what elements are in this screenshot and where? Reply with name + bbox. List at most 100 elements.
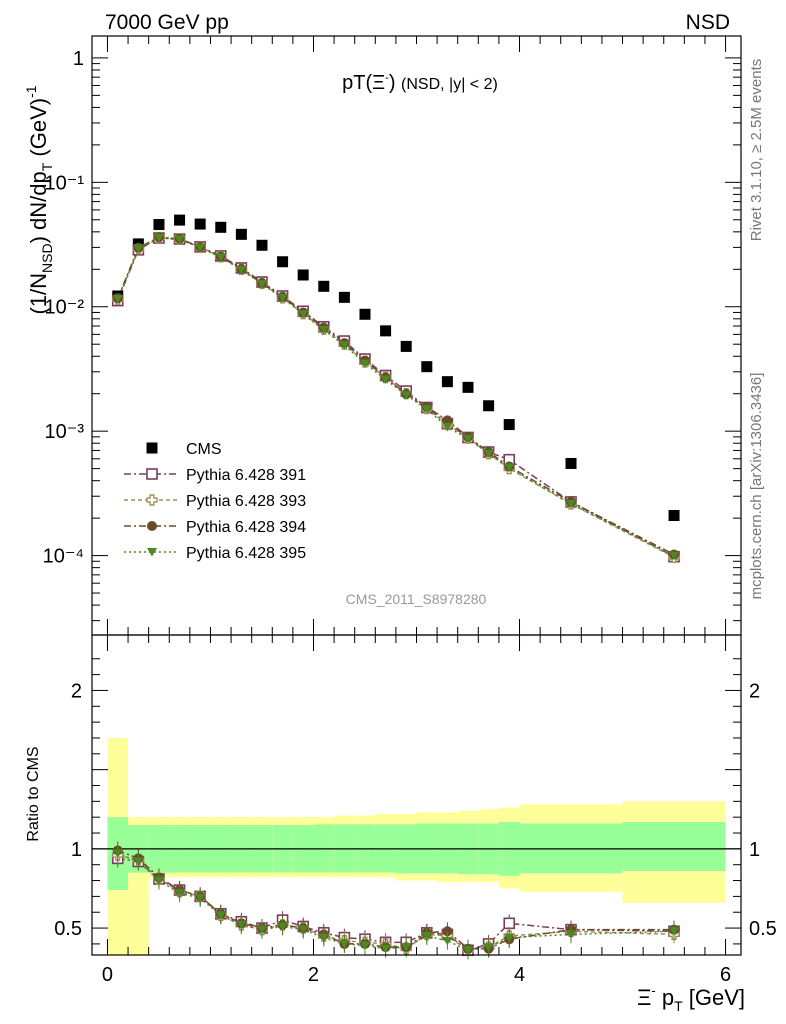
- header-right: NSD: [686, 11, 730, 34]
- data-point: [215, 911, 226, 920]
- data-point: [215, 221, 227, 233]
- analysis-watermark: CMS_2011_S8978280: [346, 591, 487, 607]
- data-point: [277, 293, 288, 303]
- svg-text:Ξ- pT [GeV]: Ξ- pT [GeV]: [637, 983, 745, 1014]
- data-point: [133, 857, 144, 867]
- legend-label: Pythia 6.428 395: [186, 545, 306, 562]
- data-point: [338, 291, 350, 303]
- legend-marker: [146, 494, 158, 506]
- data-point: [400, 340, 412, 352]
- data-point: [483, 943, 494, 952]
- data-point: [297, 269, 309, 281]
- data-point: [668, 509, 680, 521]
- data-point: [236, 920, 247, 930]
- data-point: [503, 917, 516, 930]
- legend-label: CMS: [186, 441, 222, 458]
- data-point: [504, 933, 515, 943]
- y-tick-label-right: 1: [749, 839, 760, 861]
- data-point: [153, 219, 165, 231]
- data-point: [441, 376, 453, 388]
- series-3: [112, 232, 680, 560]
- main-ylabel: (1/NNSD) dN/dpT (GeV)-1: [23, 85, 55, 314]
- y-tick-label: 10⁻¹: [45, 172, 85, 194]
- data-point: [463, 946, 474, 955]
- data-point: [566, 499, 577, 509]
- x-tick-label: 6: [720, 964, 731, 986]
- series-4: [112, 233, 680, 561]
- mcplots-reference-label: mcplots.cern.ch [arXiv:1306.3436]: [748, 373, 765, 600]
- data-point: [483, 449, 494, 459]
- svg-text:(1/NNSD) dN/dpT (GeV)-1: (1/NNSD) dN/dpT (GeV)-1: [23, 85, 55, 314]
- data-point: [669, 927, 680, 936]
- data-point: [463, 434, 474, 444]
- data-point: [236, 265, 247, 275]
- series-2: [112, 231, 680, 563]
- legend: CMS Pythia 6.428 391 Pythia 6.428 393 Pythi…: [124, 441, 306, 562]
- data-point: [565, 457, 577, 469]
- data-point: [195, 893, 206, 903]
- data-point: [421, 405, 432, 414]
- data-point: [359, 941, 370, 950]
- data-point: [504, 463, 515, 473]
- legend-marker: [146, 468, 158, 480]
- ratio-panel: 0.5 0.5 1 1 2 2 0 2 4 6: [54, 634, 777, 986]
- data-point: [401, 943, 412, 952]
- x-tick-label: 4: [514, 964, 525, 986]
- x-axis-label: Ξ- pT [GeV]: [637, 983, 745, 1014]
- y-tick-label-right: 2: [749, 680, 760, 702]
- legend-marker: [147, 521, 157, 531]
- y-tick-label: 2: [71, 680, 82, 702]
- data-point: [442, 423, 453, 432]
- legend-marker: [147, 548, 157, 557]
- data-point: [421, 361, 433, 373]
- rivet-version-label: Rivet 3.1.10, ≥ 2.5M events: [748, 59, 765, 242]
- ratio-series-line: [117, 849, 675, 950]
- data-point: [318, 326, 329, 335]
- data-point: [669, 551, 680, 561]
- data-point: [421, 931, 432, 941]
- ratio-ylabel: Ratio to CMS: [25, 746, 42, 841]
- main-title: pT(Ξ-) (NSD, |y| < 2): [342, 72, 498, 94]
- data-point: [298, 925, 309, 935]
- data-point: [277, 256, 289, 268]
- data-point: [133, 244, 144, 253]
- data-point: [339, 341, 350, 350]
- data-point: [112, 849, 123, 859]
- data-point: [462, 381, 474, 393]
- data-point: [339, 939, 350, 949]
- data-point: [401, 391, 412, 400]
- series-1: [111, 232, 680, 563]
- data-point: [442, 415, 453, 426]
- ratio-frame: [91, 634, 742, 956]
- data-point: [442, 936, 453, 946]
- series-line: [117, 236, 675, 556]
- y-tick-label: 10⁻²: [45, 297, 85, 319]
- data-point: [503, 419, 515, 431]
- data-point: [318, 280, 330, 292]
- data-point: [112, 294, 123, 304]
- data-point: [215, 253, 226, 262]
- data-point: [256, 925, 267, 935]
- y-tick-label-right: 0.5: [749, 918, 777, 940]
- data-point: [277, 922, 288, 931]
- data-point: [174, 235, 185, 245]
- data-point: [359, 359, 370, 368]
- data-point: [298, 310, 309, 319]
- header-left: 7000 GeV pp: [105, 11, 229, 34]
- main-panel: 1 10⁻¹ 10⁻² 10⁻³ 10⁻⁴: [43, 35, 742, 636]
- y-tick-label: 10⁻⁴: [43, 546, 84, 568]
- legend-label: Pythia 6.428 391: [186, 467, 306, 484]
- data-point: [380, 375, 391, 385]
- y-tick-label: 1: [71, 839, 82, 861]
- legend-label: Pythia 6.428 393: [186, 493, 306, 510]
- y-tick-label: 1: [73, 48, 84, 70]
- data-point: [256, 280, 267, 289]
- data-point: [235, 228, 247, 240]
- legend-label: Pythia 6.428 394: [186, 519, 306, 536]
- data-point: [318, 933, 329, 943]
- data-point: [174, 214, 186, 226]
- data-point: [359, 308, 371, 320]
- y-tick-label: 10⁻³: [45, 421, 85, 443]
- data-point: [256, 239, 268, 251]
